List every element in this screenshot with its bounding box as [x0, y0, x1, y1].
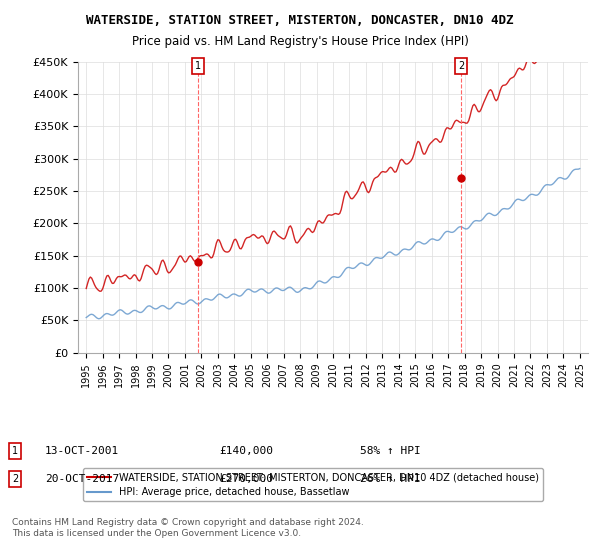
- Text: 13-OCT-2001: 13-OCT-2001: [45, 446, 119, 456]
- Text: Price paid vs. HM Land Registry's House Price Index (HPI): Price paid vs. HM Land Registry's House …: [131, 35, 469, 48]
- Text: 26% ↑ HPI: 26% ↑ HPI: [360, 474, 421, 484]
- Text: 2: 2: [458, 61, 464, 71]
- Text: 58% ↑ HPI: 58% ↑ HPI: [360, 446, 421, 456]
- Text: 20-OCT-2017: 20-OCT-2017: [45, 474, 119, 484]
- Text: 1: 1: [195, 61, 201, 71]
- Text: 1: 1: [12, 446, 18, 456]
- Text: 2: 2: [12, 474, 18, 484]
- Text: WATERSIDE, STATION STREET, MISTERTON, DONCASTER, DN10 4DZ: WATERSIDE, STATION STREET, MISTERTON, DO…: [86, 14, 514, 27]
- Legend: WATERSIDE, STATION STREET, MISTERTON, DONCASTER, DN10 4DZ (detached house), HPI:: WATERSIDE, STATION STREET, MISTERTON, DO…: [83, 468, 543, 501]
- Text: £270,000: £270,000: [219, 474, 273, 484]
- Text: Contains HM Land Registry data © Crown copyright and database right 2024.
This d: Contains HM Land Registry data © Crown c…: [12, 518, 364, 538]
- Text: £140,000: £140,000: [219, 446, 273, 456]
